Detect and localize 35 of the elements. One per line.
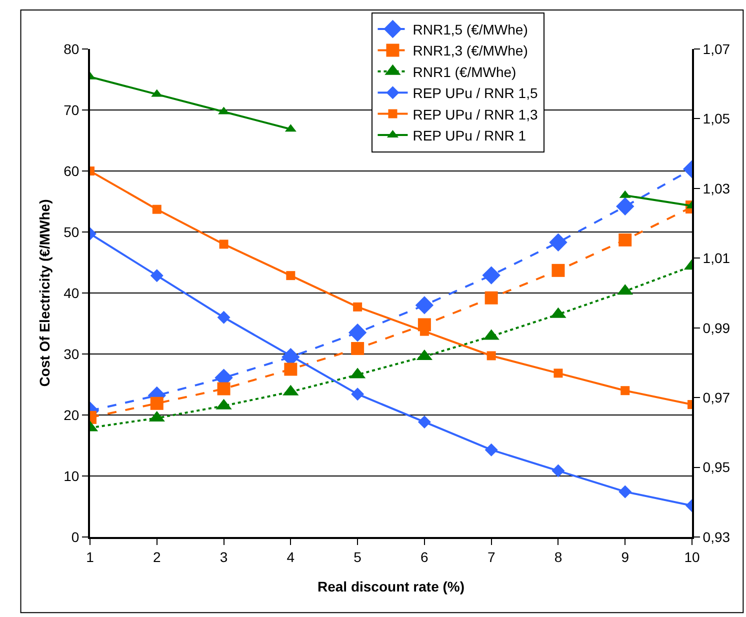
legend-label: RNR1,3 (€/MWhe) xyxy=(412,42,528,59)
y-axis-title: Cost Of Electricity (€/MWhe) xyxy=(36,199,53,387)
legend-label: RNR1,5 (€/MWhe) xyxy=(412,21,528,38)
y-tick-label: 20 xyxy=(64,406,80,423)
x-tick-label: 10 xyxy=(684,548,700,565)
y2-tick-label: 1,01 xyxy=(702,250,730,266)
y2-tick-label: 1,03 xyxy=(702,180,730,196)
x-tick-label: 2 xyxy=(152,548,161,565)
x-tick-label: 8 xyxy=(554,548,562,565)
y-tick-label: 70 xyxy=(64,102,80,118)
legend-label: REP UPu / RNR 1,5 xyxy=(412,85,538,102)
x-tick-label: 7 xyxy=(487,548,496,565)
y2-tick-label: 0,99 xyxy=(702,320,730,336)
y2-tick-label: 0,97 xyxy=(702,389,730,406)
y-tick-label: 80 xyxy=(64,40,80,57)
x-tick-label: 3 xyxy=(220,548,228,565)
y2-tick-label: 0,95 xyxy=(702,459,730,476)
y-tick-label: 40 xyxy=(64,284,80,301)
legend-label: REP UPu / RNR 1 xyxy=(412,127,526,144)
x-tick-label: 4 xyxy=(286,548,295,565)
x-tick-label: 9 xyxy=(621,548,630,565)
legend-label: RNR1 (€/MWhe) xyxy=(412,64,516,80)
x-tick-label: 5 xyxy=(354,548,362,565)
y2-tick-label: 0,93 xyxy=(702,528,730,545)
x-tick-label: 1 xyxy=(86,548,94,565)
x-axis-title: Real discount rate (%) xyxy=(317,578,465,595)
y2-tick-label: 1,07 xyxy=(702,40,730,57)
y-tick-label: 0 xyxy=(71,528,80,545)
y-tick-label: 10 xyxy=(64,468,80,484)
x-tick-label: 6 xyxy=(420,548,429,565)
legend-label: REP UPu / RNR 1,3 xyxy=(412,106,538,122)
y-tick-label: 60 xyxy=(64,162,80,179)
y-tick-label: 50 xyxy=(64,224,80,240)
y-tick-label: 30 xyxy=(64,346,80,362)
y2-tick-label: 1,05 xyxy=(702,110,730,127)
